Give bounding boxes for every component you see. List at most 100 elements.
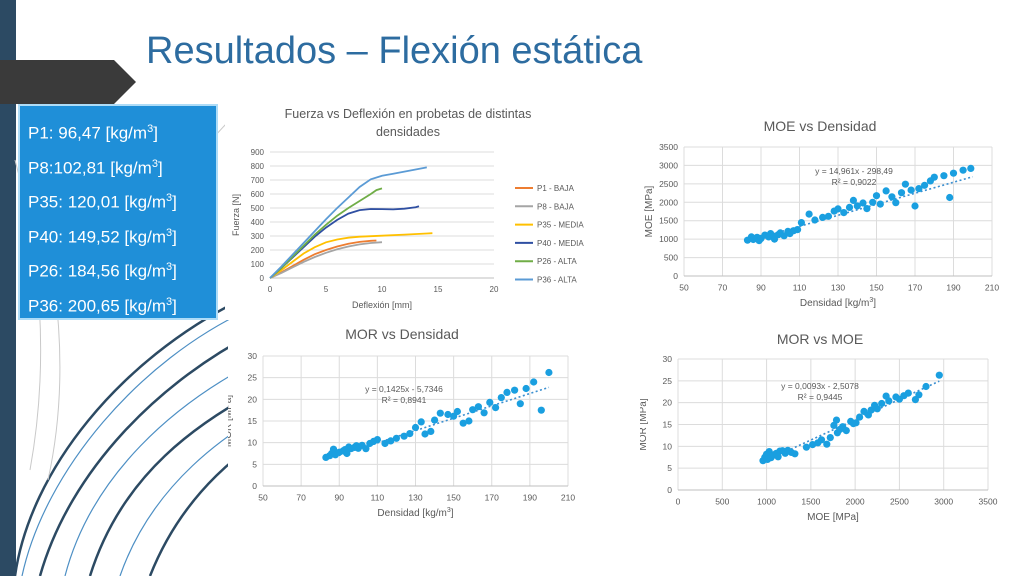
data-point — [907, 186, 915, 194]
data-point — [940, 172, 948, 180]
data-point — [537, 406, 545, 414]
data-point — [794, 226, 802, 234]
trendline — [325, 386, 550, 461]
x-tick-label: 190 — [946, 283, 960, 293]
data-point — [853, 202, 861, 210]
data-point — [967, 164, 975, 172]
x-tick-label: 1500 — [801, 497, 820, 507]
density-item: P1: 96,47 [kg/m3] — [28, 123, 158, 143]
data-point — [791, 450, 799, 458]
data-point — [530, 378, 538, 386]
r-squared-label: R² = 0,9022 — [832, 177, 877, 187]
x-tick-label: 2000 — [846, 497, 865, 507]
y-tick-label: 0 — [252, 481, 257, 491]
data-point — [811, 216, 819, 224]
x-tick-label: 130 — [831, 283, 845, 293]
x-tick-label: 15 — [434, 285, 443, 294]
data-point — [823, 440, 831, 448]
series-line-P26 - ALTA — [269, 187, 383, 279]
chart-force-deflection: Fuerza vs Deflexión en probetas de disti… — [225, 100, 617, 320]
chart-mor-moe-svg: MOR vs MOE 0 5 10 15 20 25 30 0 500 1000 1500 2000 25… — [638, 331, 998, 523]
trendline-equation: y = 0,1425x - 5,7346 — [365, 384, 443, 394]
density-item: P35: 120,01 [kg/m3] — [28, 192, 177, 212]
data-point — [873, 405, 881, 413]
left-accent-bar — [0, 0, 16, 576]
y-tick-label: 400 — [251, 218, 265, 227]
data-point — [897, 189, 906, 197]
x-tick-label: 90 — [335, 493, 345, 503]
gridlines — [262, 355, 569, 487]
y-tick-label: 0 — [260, 274, 265, 283]
x-axis-label: MOE [MPa] — [807, 512, 859, 523]
data-point — [381, 439, 389, 448]
x-tick-label: 170 — [908, 283, 922, 293]
title-arrow-shape — [0, 60, 136, 104]
chart-mor-density-svg: MOR vs Densidad 0 5 10 15 20 25 30 50 70 90 110 130 1… — [223, 326, 575, 519]
x-tick-label: 3000 — [934, 497, 953, 507]
data-point — [387, 437, 395, 445]
data-point — [411, 423, 420, 432]
x-tick-label: 110 — [371, 493, 385, 503]
x-tick-label: 0 — [676, 497, 681, 507]
x-tick-label: 0 — [268, 285, 273, 294]
data-point — [849, 196, 857, 204]
y-tick-label: 0 — [673, 271, 678, 281]
data-point — [805, 210, 813, 218]
x-tick-label: 90 — [756, 283, 766, 293]
data-point — [915, 185, 923, 193]
y-tick-label: 20 — [248, 394, 258, 404]
chart-title: MOR vs Densidad — [345, 326, 459, 342]
data-point — [911, 202, 919, 210]
data-point — [882, 187, 890, 195]
chart-force-deflection-svg: Fuerza vs Deflexión en probetas de disti… — [231, 107, 584, 310]
chart-title-line2: densidades — [376, 125, 440, 139]
data-point — [480, 409, 488, 417]
chart-title: MOE vs Densidad — [764, 118, 877, 134]
chart-mor-density: MOR vs Densidad 0 5 10 15 20 25 30 50 70 90 110 130 1… — [223, 322, 584, 530]
data-point — [935, 371, 943, 379]
data-point — [511, 386, 519, 394]
data-point — [431, 416, 439, 424]
y-tick-label: 100 — [251, 260, 265, 269]
data-point — [922, 382, 930, 391]
y-tick-label: 500 — [664, 253, 678, 263]
data-point — [888, 193, 896, 201]
data-point — [819, 213, 827, 221]
x-tick-label: 20 — [490, 285, 499, 294]
data-point — [901, 180, 909, 188]
y-tick-label: 200 — [251, 246, 265, 255]
x-tick-label: 2500 — [890, 497, 909, 507]
trendline-equation: y = 0,0093x - 2,5078 — [781, 381, 859, 391]
data-point — [892, 199, 900, 207]
data-point — [436, 409, 444, 417]
data-point — [826, 434, 834, 442]
data-point — [465, 417, 473, 425]
data-point — [869, 198, 877, 206]
legend-label: P26 - ALTA — [537, 257, 577, 266]
data-point — [802, 443, 810, 451]
data-point — [878, 399, 886, 408]
x-tick-label: 10 — [378, 285, 387, 294]
x-tick-label: 3500 — [979, 497, 998, 507]
data-point — [406, 430, 414, 438]
data-point — [522, 384, 530, 393]
y-tick-label: 25 — [248, 373, 258, 383]
trendline-equation: y = 14,961x - 298,49 — [815, 166, 893, 176]
data-point — [516, 400, 524, 408]
y-tick-label: 25 — [663, 376, 673, 386]
x-tick-label: 190 — [523, 493, 537, 503]
data-point — [444, 410, 452, 419]
y-tick-label: 30 — [663, 354, 673, 364]
density-item: P8:102,81 [kg/m3] — [28, 157, 163, 178]
data-point — [545, 368, 553, 377]
trendline — [747, 175, 973, 243]
x-tick-label: 110 — [793, 283, 807, 293]
data-point — [343, 449, 351, 458]
y-tick-label: 10 — [248, 438, 258, 448]
y-tick-label: 1000 — [659, 234, 678, 244]
data-point — [852, 419, 860, 427]
series-line-P1 - BAJA — [269, 239, 377, 279]
legend-label: P8 - BAJA — [537, 202, 575, 211]
data-point — [959, 166, 967, 174]
y-tick-label: 0 — [667, 485, 672, 495]
